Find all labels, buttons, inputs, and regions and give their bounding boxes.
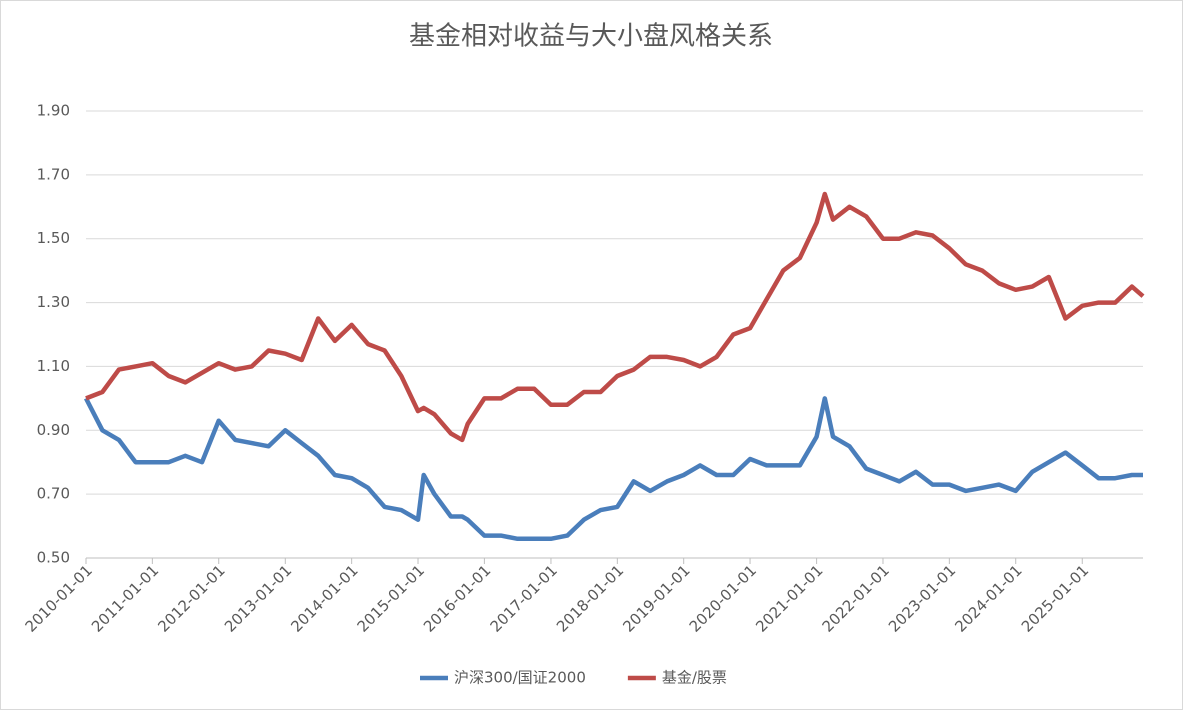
y-tick-label: 1.30 [37, 293, 70, 311]
y-tick-label: 0.70 [37, 485, 70, 503]
series-line [83, 396, 1143, 542]
legend-label: 沪深300/国证2000 [454, 669, 586, 687]
y-tick-label: 0.90 [37, 421, 70, 439]
y-tick-label: 0.50 [37, 549, 70, 567]
y-tick-label: 1.70 [37, 165, 70, 183]
legend-label: 基金/股票 [662, 669, 727, 687]
y-tick-label: 1.10 [37, 357, 70, 375]
y-tick-label: 1.90 [37, 102, 70, 120]
series-line [85, 191, 1145, 443]
y-tick-label: 1.50 [37, 229, 70, 247]
chart-title: 基金相对收益与大小盘风格关系 [409, 22, 773, 52]
